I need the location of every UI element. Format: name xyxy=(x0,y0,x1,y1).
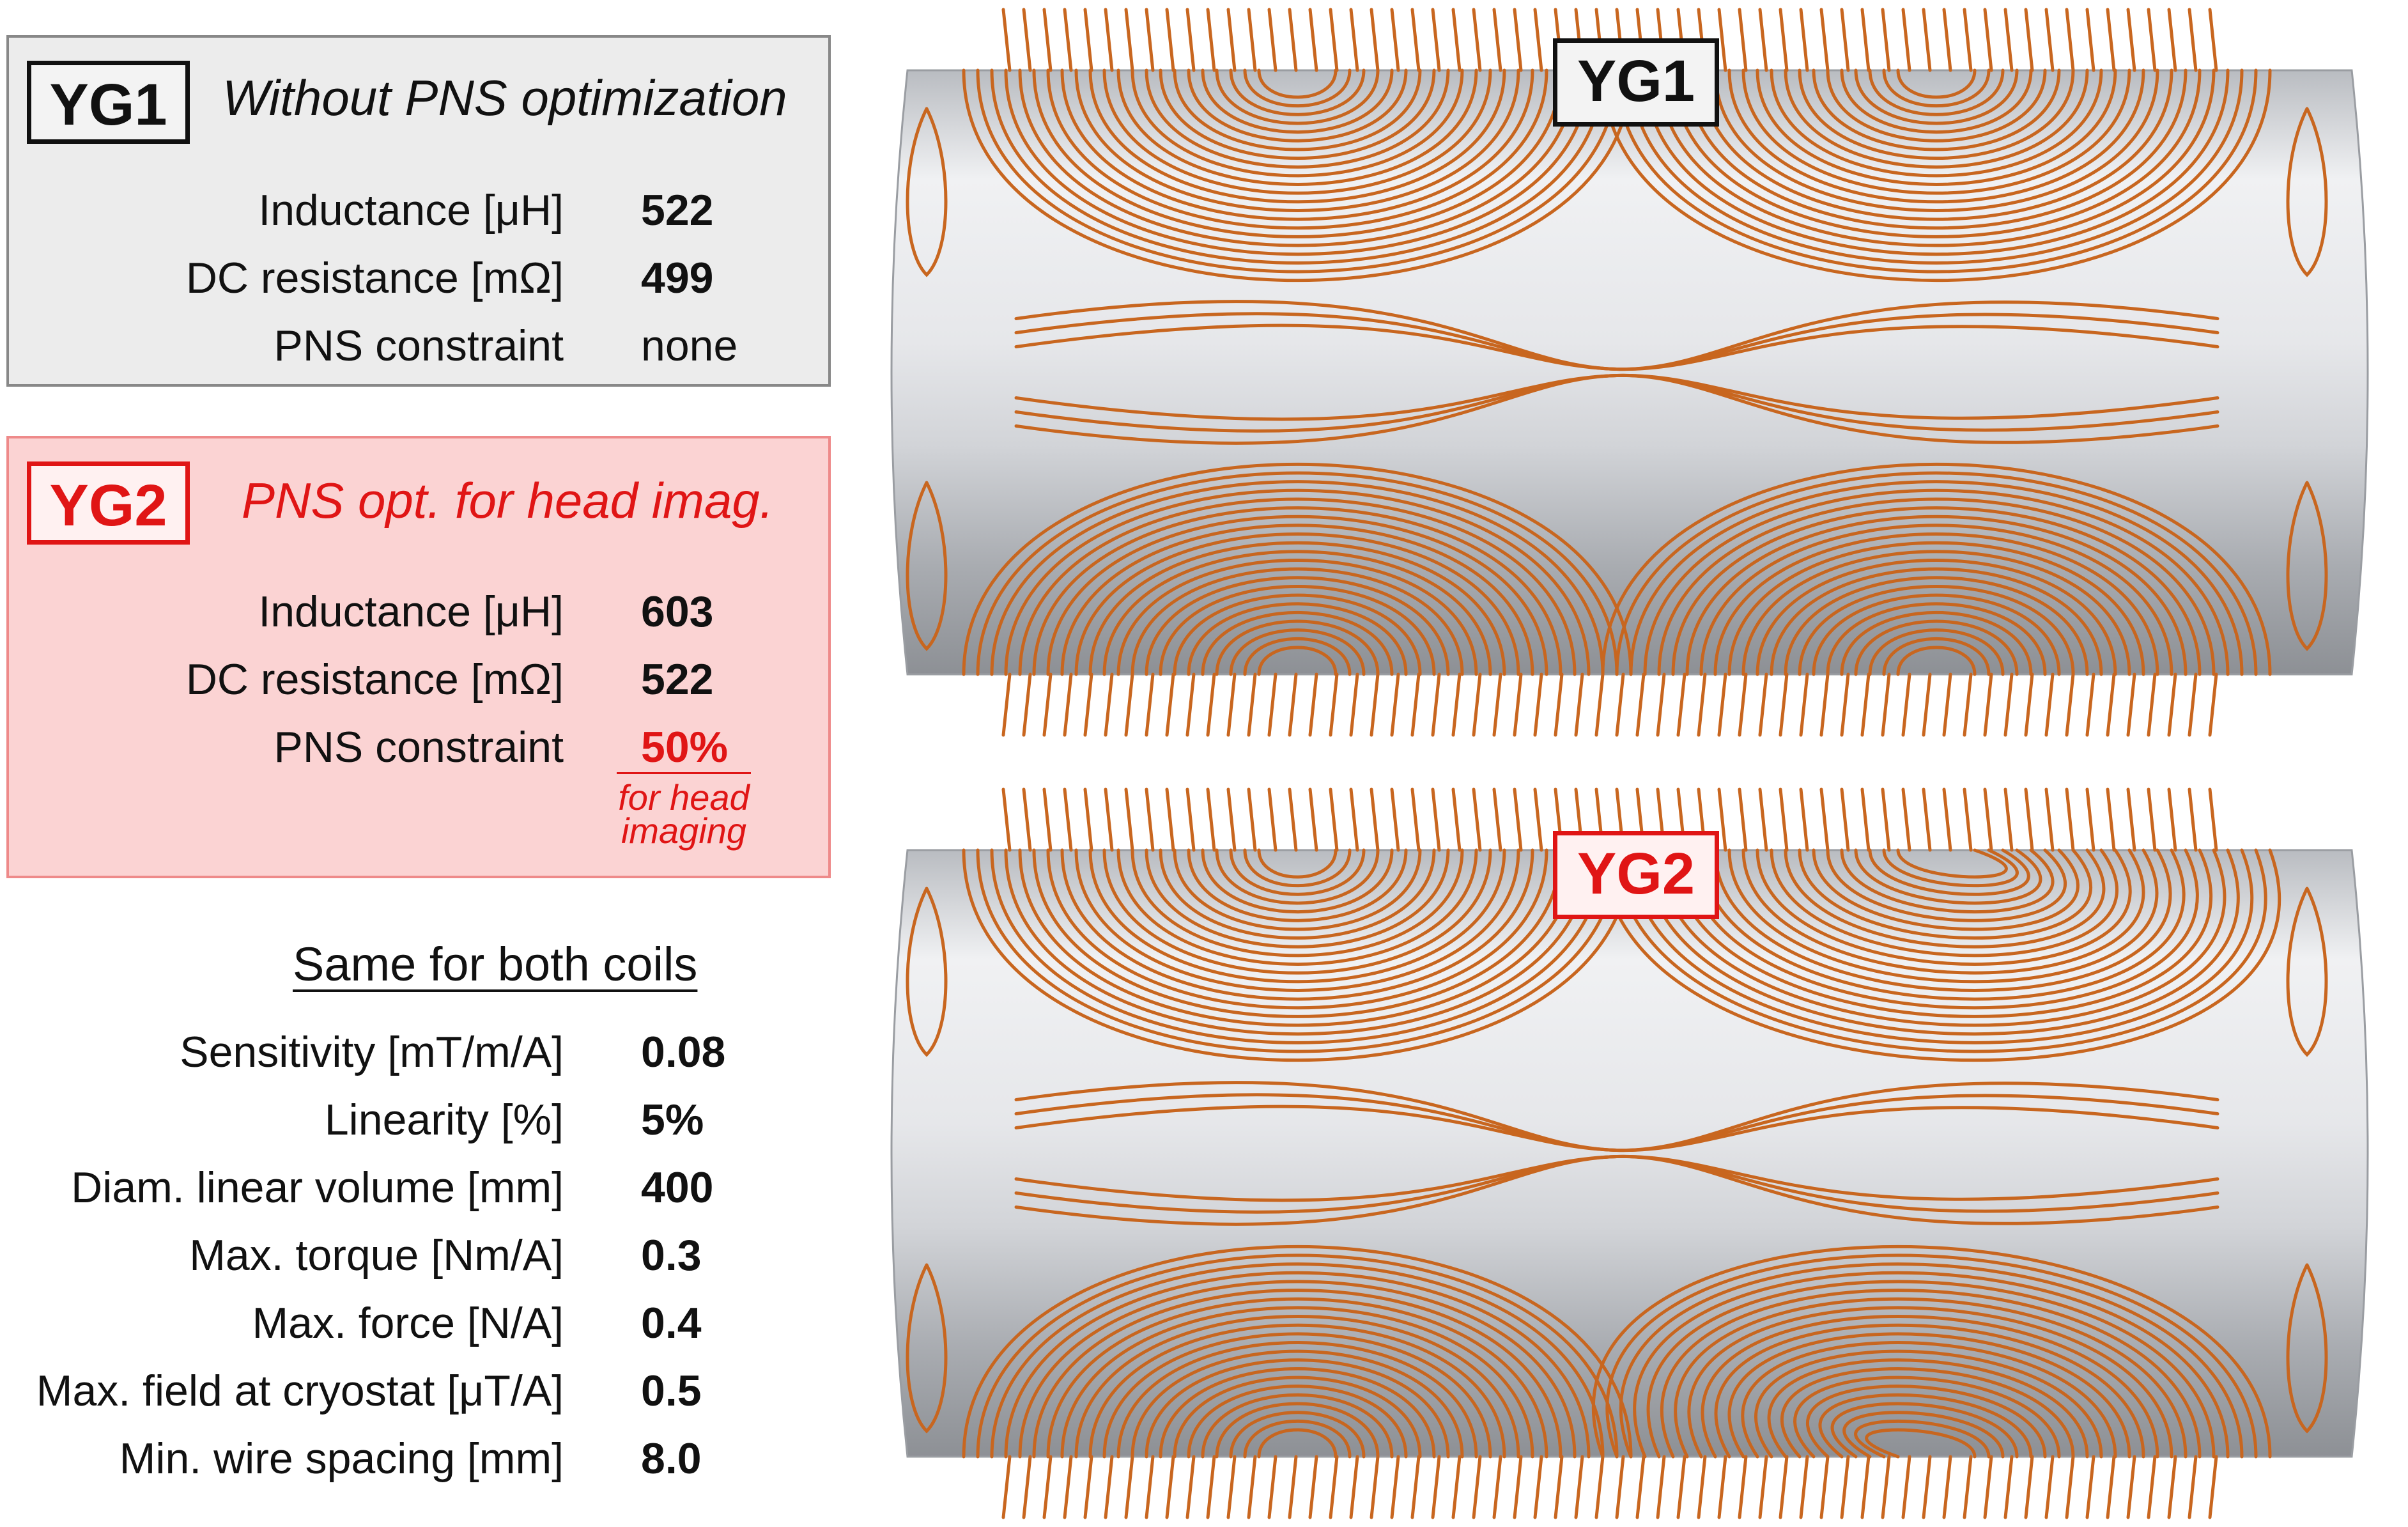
yg1-inductance-label: Inductance [μH] xyxy=(258,186,564,235)
copper-windings xyxy=(906,8,2328,737)
yg1-inductance-value: 522 xyxy=(641,186,714,235)
yg2-inductance-label: Inductance [μH] xyxy=(258,587,564,636)
pns-note-divider xyxy=(617,772,751,774)
wire-spacing-label: Min. wire spacing [mm] xyxy=(119,1434,564,1483)
linear-volume-label: Diam. linear volume [mm] xyxy=(71,1163,564,1212)
yg1-coil-image xyxy=(890,8,2369,737)
yg2-resistance-value: 522 xyxy=(641,655,714,704)
yg2-subtitle: PNS opt. for head imag. xyxy=(242,472,774,529)
pns-note-line2: imaging xyxy=(621,810,747,851)
yg1-resistance-label: DC resistance [mΩ] xyxy=(185,254,564,302)
yg2-pns-value: 50% xyxy=(641,723,729,771)
common-section-title: Same for both coils xyxy=(293,938,698,991)
sensitivity-value: 0.08 xyxy=(641,1028,726,1076)
yg1-coil-tag: YG1 xyxy=(1553,38,1719,127)
yg2-coil-tag: YG2 xyxy=(1553,831,1719,919)
force-label: Max. force [N/A] xyxy=(252,1299,564,1347)
cylinder-body xyxy=(890,69,2369,676)
yg2-tag: YG2 xyxy=(27,461,190,545)
yg2-inductance-value: 603 xyxy=(641,587,714,636)
force-value: 0.4 xyxy=(641,1299,702,1347)
cryostat-field-label: Max. field at cryostat [μT/A] xyxy=(36,1367,564,1415)
yg1-pns-label: PNS constraint xyxy=(274,322,564,370)
wire-spacing-value: 8.0 xyxy=(641,1434,702,1483)
torque-label: Max. torque [Nm/A] xyxy=(189,1231,564,1280)
yg2-coil-image xyxy=(890,787,2369,1519)
pns-note-line1: for head xyxy=(618,777,750,818)
yg1-pns-value: none xyxy=(641,322,738,370)
yg1-subtitle: Without PNS optimization xyxy=(222,70,787,126)
torque-value: 0.3 xyxy=(641,1231,702,1280)
copper-windings xyxy=(906,787,2328,1519)
linear-volume-value: 400 xyxy=(641,1163,714,1212)
linearity-value: 5% xyxy=(641,1096,704,1144)
yg1-resistance-value: 499 xyxy=(641,254,714,302)
yg2-resistance-label: DC resistance [mΩ] xyxy=(185,655,564,704)
sensitivity-label: Sensitivity [mT/m/A] xyxy=(180,1028,564,1076)
linearity-label: Linearity [%] xyxy=(324,1096,564,1144)
yg2-pns-label: PNS constraint xyxy=(274,723,564,771)
yg1-tag: YG1 xyxy=(27,61,190,144)
cylinder-body xyxy=(890,849,2369,1458)
cryostat-field-value: 0.5 xyxy=(641,1367,702,1415)
